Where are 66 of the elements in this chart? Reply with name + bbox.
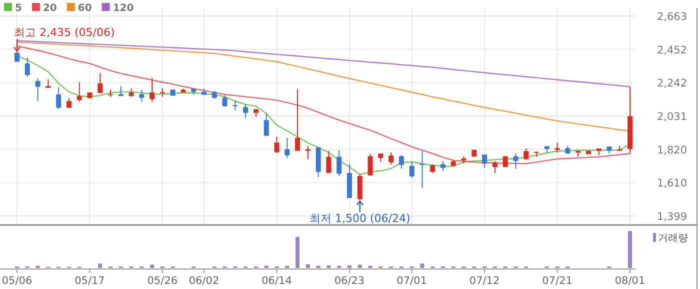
candlestick [326,150,332,174]
annotation: 최저 1,500 (06/24) [309,212,410,226]
candlestick [264,112,269,136]
candlestick [232,100,238,111]
legend-label: 120 [112,3,134,14]
candlestick [284,137,290,158]
bar [98,264,102,268]
candlestick [305,145,310,160]
x-tick-label: 06/02 [188,275,220,287]
candlestick [388,152,394,166]
bar [420,264,424,268]
x-tick-label: 08/01 [614,275,646,287]
candlestick [492,160,498,174]
candlestick [420,150,425,188]
candlestick [336,150,342,176]
x-tick-label: 06/23 [334,275,365,287]
x-tick-label: 05/26 [147,275,178,287]
y-tick-label: 1,610 [656,178,688,190]
x-tick-label: 07/12 [469,275,500,287]
candlestick [440,160,446,172]
candlestick [24,56,30,78]
y-tick-label: 2,663 [656,11,688,23]
candlestick [139,90,144,102]
x-tick-label: 05/06 [2,275,32,287]
candlestick [108,89,114,98]
bar [347,265,352,268]
legend-label: 20 [42,3,57,14]
bar [150,264,154,268]
candlestick [56,87,62,110]
bar [306,264,310,268]
candlestick [76,82,82,102]
candlestick [409,161,414,178]
candlestick [35,78,40,102]
legend: 거래량 [653,233,688,244]
candlestick [398,154,404,170]
candlestick [502,156,508,168]
x-tick-label: 06/14 [262,275,292,287]
candlestick [524,148,529,160]
annotation: 최고 2,435 (05/06) [14,26,115,40]
candlestick [513,153,518,170]
candlestick [295,88,300,152]
x-tick-label: 05/17 [74,275,105,287]
candlestick [368,154,373,176]
candlestick [554,142,560,154]
bar [358,264,362,268]
bar [296,236,300,268]
y-tick-label: 2,242 [656,78,688,90]
candlestick [66,98,72,108]
legend-label: 5 [15,3,22,14]
y-tick-label: 1,399 [656,211,688,223]
bar [628,231,632,268]
x-tick-label: 07/21 [542,275,572,287]
candlestick [243,104,248,118]
candlestick [98,72,103,94]
candlestick [150,78,155,102]
legend-label: 60 [78,3,92,14]
y-tick-label: 2,031 [656,111,688,123]
bar [326,265,331,268]
line-series [16,40,631,88]
candlestick [222,94,228,108]
y-tick-label: 2,452 [656,44,688,56]
x-tick-label: 07/01 [396,275,427,287]
candlestick [274,136,280,154]
candlestick [482,154,488,168]
candlestick [160,88,165,98]
y-tick-label: 1,820 [656,144,688,156]
